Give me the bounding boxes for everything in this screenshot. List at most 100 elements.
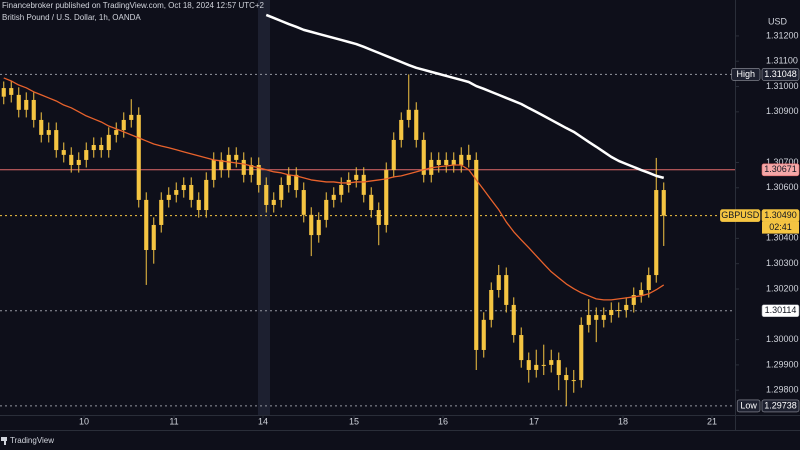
price-label-box [761, 304, 800, 318]
price-label: 1.30671 [764, 164, 797, 174]
candle-body [534, 364, 539, 370]
y-tick-label: 1.30200 [766, 283, 799, 293]
candle-body [54, 130, 59, 151]
level-name-box [720, 209, 761, 222]
candle-body [594, 315, 599, 320]
candle-body [406, 109, 411, 120]
candle-body [579, 324, 584, 381]
candle-body [414, 109, 419, 140]
candle-body [91, 144, 96, 151]
y-tick-label: 1.30900 [766, 106, 799, 116]
y-tick-label: 1.30600 [766, 182, 799, 192]
crosshair-stripe [258, 0, 270, 415]
footer-brand: TradingView [10, 436, 54, 445]
candle-body [99, 144, 104, 151]
candle-body [204, 179, 209, 211]
candle-body [9, 88, 14, 95]
candle-body [549, 360, 554, 365]
candle-body [129, 114, 134, 120]
y-tick-label: 1.30000 [766, 334, 799, 344]
candle-body [316, 219, 321, 236]
x-tick-label: 16 [438, 416, 448, 426]
axes: 1.312001.311001.310001.309001.307001.306… [79, 30, 800, 426]
plot-area [0, 13, 735, 407]
candle-body [241, 159, 246, 175]
price-label: 1.30490 [764, 210, 797, 220]
candle-body [114, 130, 119, 135]
candle-body [16, 94, 21, 110]
chart-title: British Pound / U.S. Dollar, 1h, OANDA [2, 13, 141, 22]
y-tick-label: 1.29800 [766, 385, 799, 395]
candle-body [69, 154, 74, 165]
candle-body [264, 184, 269, 205]
candle-body [151, 224, 156, 251]
candle-body [384, 170, 389, 225]
y-tick-label: 1.29900 [766, 359, 799, 369]
candle-body [144, 199, 149, 251]
candle-body [249, 164, 254, 175]
candle-body [339, 184, 344, 195]
candle-body [174, 190, 179, 195]
y-tick-label: 1.30400 [766, 233, 799, 243]
candle-body [646, 275, 651, 290]
candle-body [196, 199, 201, 211]
candle-body [421, 139, 426, 175]
y-tick-label: 1.31200 [766, 30, 799, 40]
candle-body [391, 139, 396, 171]
candle-body [361, 174, 366, 195]
y-tick-label: 1.31100 [766, 56, 798, 66]
candle-body [166, 194, 171, 200]
candle-body [331, 194, 336, 200]
candle-body [181, 184, 186, 191]
price-label-box [761, 68, 800, 81]
candle-body [616, 309, 621, 311]
candle-body [466, 154, 471, 160]
candle-body [211, 159, 216, 180]
candle-body [256, 164, 261, 185]
candle-body [451, 159, 456, 165]
candle-body [234, 154, 239, 160]
price-label: 1.31048 [764, 69, 797, 79]
candle-body [31, 99, 36, 120]
x-tick-label: 21 [707, 416, 717, 426]
candle-body [136, 114, 141, 200]
candle-body [511, 304, 516, 336]
candle-body [519, 335, 524, 361]
candle-body [309, 214, 314, 236]
level-name: High [737, 69, 756, 79]
price-label-box [761, 399, 800, 413]
moving-average-line [265, 13, 665, 180]
candle-body [526, 360, 531, 370]
price-label-box [761, 163, 800, 177]
candle-body [159, 199, 164, 225]
candle-body [631, 295, 636, 305]
candle-body [294, 174, 299, 191]
candle-body [541, 364, 546, 366]
candle-body [459, 154, 464, 165]
y-tick-label: 1.30300 [766, 258, 799, 268]
candle-body [399, 119, 404, 140]
x-tick-label: 14 [258, 416, 268, 426]
candle-body [39, 119, 44, 135]
candle-body [376, 210, 381, 225]
x-tick-label: 17 [529, 416, 539, 426]
candle-body [61, 150, 66, 155]
candle-body [489, 289, 494, 320]
candle-body [444, 159, 449, 165]
price-label: 1.29738 [764, 400, 797, 410]
candle-body [324, 199, 329, 220]
y-tick-label: 1.30700 [766, 157, 799, 167]
level-name: GBPUSD [721, 210, 760, 220]
level-name-box [736, 399, 761, 413]
x-tick-label: 11 [169, 416, 178, 426]
candle-body [189, 184, 194, 200]
candle-body [354, 174, 359, 180]
candle-body [436, 159, 441, 165]
candle-body [481, 319, 486, 350]
candle-body [279, 184, 284, 200]
candle-body [564, 375, 569, 381]
candle-body [496, 275, 501, 290]
candle-body [76, 159, 81, 165]
